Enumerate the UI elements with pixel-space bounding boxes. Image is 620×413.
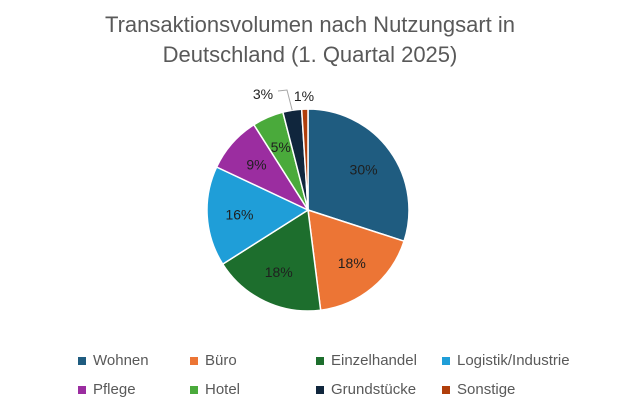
data-label-grundst-cke: 3% bbox=[253, 86, 273, 102]
chart-title-line-1: Transaktionsvolumen nach Nutzungsart in bbox=[104, 12, 516, 37]
data-label-b-ro: 18% bbox=[338, 255, 366, 271]
legend-swatch bbox=[190, 356, 198, 365]
legend-swatch bbox=[190, 385, 198, 394]
pie-slice-sonstige bbox=[300, 108, 309, 211]
legend-swatch bbox=[78, 385, 86, 394]
data-label-hotel: 5% bbox=[271, 139, 291, 155]
legend-swatch bbox=[442, 356, 450, 365]
legend-swatch bbox=[316, 385, 324, 394]
data-label-einzelhandel: 18% bbox=[265, 264, 293, 280]
legend-item-einzelhandel: Einzelhandel bbox=[316, 352, 417, 369]
pie-slice-b-ro bbox=[307, 208, 406, 312]
legend-label: Pflege bbox=[93, 381, 136, 398]
legend-label: Wohnen bbox=[93, 352, 149, 369]
legend-item-sonstige: Sonstige bbox=[442, 381, 515, 398]
legend-swatch bbox=[78, 356, 86, 365]
pie-slice-einzelhandel bbox=[221, 208, 322, 312]
legend-swatch bbox=[316, 356, 324, 365]
data-label-pflege: 9% bbox=[246, 157, 266, 173]
legend-label: Einzelhandel bbox=[331, 352, 417, 369]
leader-line-grundstuecke bbox=[277, 89, 293, 111]
legend-item-grundst-cke: Grundstücke bbox=[316, 381, 416, 398]
data-label-sonstige: 1% bbox=[294, 88, 314, 104]
chart-title-line-2: Deutschland (1. Quartal 2025) bbox=[162, 42, 458, 67]
data-label-wohnen: 30% bbox=[350, 162, 378, 178]
legend-label: Logistik/Industrie bbox=[457, 352, 570, 369]
legend-label: Hotel bbox=[205, 381, 241, 398]
legend-label: Sonstige bbox=[457, 381, 516, 398]
legend-item-pflege: Pflege bbox=[78, 381, 136, 398]
legend-label: Grundstücke bbox=[331, 381, 417, 398]
legend-label: Büro bbox=[205, 352, 237, 369]
legend-item-wohnen: Wohnen bbox=[78, 352, 149, 369]
chart-title: Transaktionsvolumen nach Nutzungsart in … bbox=[0, 10, 620, 70]
legend: Wohnen Büro Einzelhandel Logistik/Industrie… bbox=[0, 348, 620, 408]
pie-slice-wohnen bbox=[307, 108, 410, 243]
data-label-logistik-industrie: 16% bbox=[225, 206, 253, 222]
legend-item-b-ro: Büro bbox=[190, 352, 237, 369]
legend-item-hotel: Hotel bbox=[190, 381, 240, 398]
legend-item-logistik-industrie: Logistik/Industrie bbox=[442, 352, 570, 369]
pie-slice-logistik-industrie bbox=[206, 165, 310, 266]
legend-swatch bbox=[442, 385, 450, 394]
